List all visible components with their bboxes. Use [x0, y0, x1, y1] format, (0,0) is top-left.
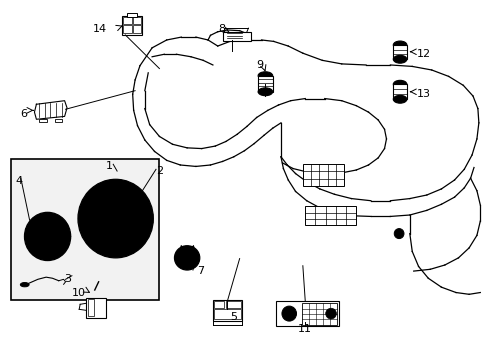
Text: 9: 9 [256, 60, 263, 70]
Text: 2: 2 [156, 166, 163, 176]
Ellipse shape [66, 231, 70, 234]
Ellipse shape [67, 235, 71, 238]
Ellipse shape [30, 220, 34, 223]
Text: 4: 4 [15, 176, 22, 186]
Text: 5: 5 [229, 312, 236, 322]
Ellipse shape [30, 218, 65, 255]
Ellipse shape [27, 246, 31, 248]
Ellipse shape [38, 215, 42, 218]
Ellipse shape [20, 283, 29, 287]
Ellipse shape [183, 254, 190, 261]
Ellipse shape [392, 95, 406, 103]
Ellipse shape [51, 256, 55, 258]
Bar [302, 164, 344, 186]
Text: 1: 1 [106, 161, 113, 171]
Text: 13: 13 [416, 89, 430, 99]
Ellipse shape [103, 206, 127, 231]
Text: 11: 11 [297, 324, 311, 334]
Text: 6: 6 [20, 109, 27, 119]
Ellipse shape [96, 198, 135, 239]
Ellipse shape [178, 249, 195, 266]
Bar [132, 17, 141, 24]
Polygon shape [34, 101, 67, 119]
Bar [122, 17, 142, 35]
Text: 3: 3 [64, 274, 71, 284]
Ellipse shape [63, 223, 67, 226]
Ellipse shape [42, 256, 46, 259]
Bar [214, 309, 240, 319]
Bar [212, 300, 242, 321]
Bar [276, 301, 339, 326]
Bar [222, 32, 250, 41]
Bar [392, 45, 406, 59]
Bar [39, 118, 46, 122]
Text: 10: 10 [72, 288, 86, 298]
Ellipse shape [174, 246, 200, 270]
Text: 12: 12 [416, 49, 430, 59]
Ellipse shape [24, 237, 28, 240]
Ellipse shape [25, 228, 29, 231]
Bar [214, 301, 224, 308]
Text: 14: 14 [93, 23, 107, 33]
Bar [86, 298, 106, 318]
Text: 7: 7 [197, 266, 203, 276]
Bar [392, 84, 406, 99]
Ellipse shape [325, 308, 336, 319]
Ellipse shape [65, 244, 69, 247]
Ellipse shape [392, 80, 406, 88]
Ellipse shape [285, 309, 293, 318]
Bar [301, 302, 337, 325]
Ellipse shape [179, 252, 183, 255]
Bar [122, 25, 131, 33]
Ellipse shape [258, 72, 272, 80]
Bar [305, 206, 356, 225]
Ellipse shape [78, 179, 153, 258]
Ellipse shape [47, 214, 51, 217]
Bar [88, 299, 94, 316]
Bar [225, 301, 240, 308]
Ellipse shape [56, 217, 60, 220]
Bar [126, 13, 136, 17]
Ellipse shape [33, 252, 37, 255]
Ellipse shape [24, 212, 71, 261]
Text: 8: 8 [217, 23, 224, 33]
Ellipse shape [393, 229, 403, 239]
Bar [55, 118, 62, 122]
Ellipse shape [87, 189, 144, 249]
Ellipse shape [258, 88, 272, 96]
Ellipse shape [392, 55, 406, 63]
Bar [11, 158, 159, 300]
Bar [122, 17, 131, 24]
Ellipse shape [59, 251, 63, 254]
Ellipse shape [392, 41, 406, 49]
Ellipse shape [191, 262, 195, 264]
Ellipse shape [282, 306, 296, 321]
Bar [258, 76, 272, 92]
Bar [132, 25, 141, 33]
